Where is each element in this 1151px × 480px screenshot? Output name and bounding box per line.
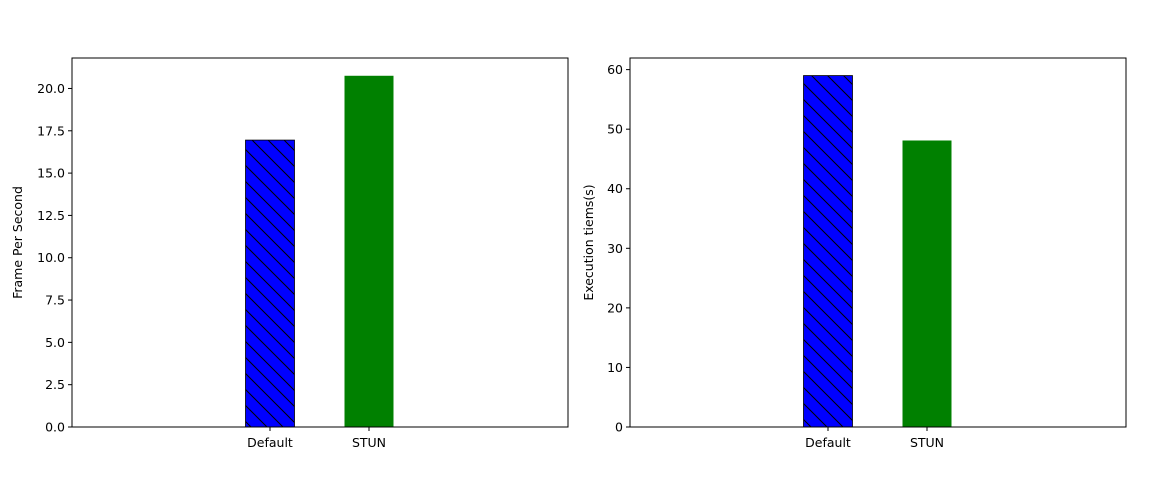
y-tick-label: 20.0 [37,81,65,96]
y-tick-label: 12.5 [37,208,65,223]
y-tick-label: 40 [607,181,623,196]
y-tick-label: 60 [607,62,623,77]
y-tick-label: 5.0 [45,335,65,350]
y-tick-label: 30 [607,241,623,256]
y-tick-label: 10.0 [37,250,65,265]
y-tick-label: 7.5 [45,293,65,308]
bar-stun [344,75,394,427]
axes-frame [629,57,1127,428]
fps-chart: 0.0 2.5 5.0 7.5 10.0 12.5 15.0 17.5 20.0 Default S… [10,57,569,450]
y-tick-label: 0 [615,420,623,435]
execution-time-chart: 0 10 20 30 40 50 60 Default STUN Execution tiems(… [581,57,1127,450]
y-tick-label: 50 [607,122,623,137]
y-axis-label: Execution tiems(s) [581,184,596,300]
y-axis-label: Frame Per Second [10,186,25,299]
y-tick-label: 10 [607,360,623,375]
x-tick-label: STUN [910,435,944,450]
bar-default [245,139,295,428]
y-tick-label: 20 [607,300,623,315]
y-tick-label: 15.0 [37,166,65,181]
x-tick-label: STUN [352,435,386,450]
y-tick-label: 0.0 [45,420,65,435]
axes-frame [71,57,569,428]
y-tick-label: 17.5 [37,123,65,138]
y-tick-label: 2.5 [45,377,65,392]
x-tick-label: Default [247,435,293,450]
bar-default [803,75,853,428]
bar-stun [902,140,952,427]
x-tick-label: Default [805,435,851,450]
